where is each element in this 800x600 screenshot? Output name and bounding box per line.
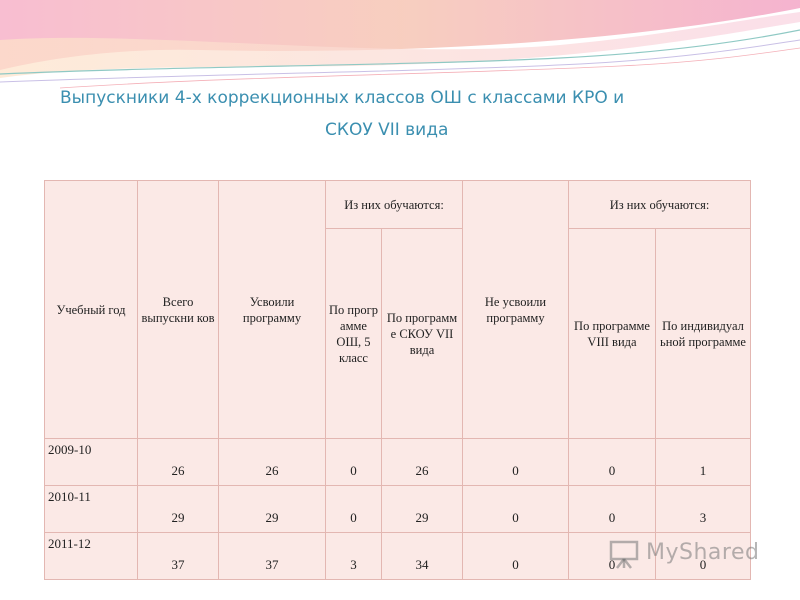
cell-year: 2009-10	[44, 438, 138, 486]
header-individual-program: По индивидуал ьной программе	[655, 228, 751, 439]
header-skou-vii: По программ е СКОУ VII вида	[381, 228, 463, 439]
page-title: Выпускники 4-х коррекционных классов ОШ …	[60, 82, 740, 146]
table-row: 2010-11 29 29 0 29 0 0 3	[44, 485, 751, 533]
cell-not-mastered: 0	[462, 438, 569, 486]
header-not-mastered: Не усвоили программу	[462, 180, 569, 439]
header-group-1: Из них обучаются:	[325, 180, 463, 229]
header-school-program: По прогр амме ОШ, 5 класс	[325, 228, 382, 439]
presentation-board-icon	[609, 540, 639, 569]
header-mastered: Усвоили программу	[218, 180, 326, 439]
cell-viii-program: 0	[568, 438, 656, 486]
graduates-table: Учебный год Всего выпускни ков Усвоили п…	[44, 180, 751, 580]
header-year: Учебный год	[44, 180, 138, 439]
header-group-2: Из них обучаются:	[568, 180, 751, 229]
cell-individual-program: 1	[655, 438, 751, 486]
cell-mastered: 29	[218, 485, 326, 533]
cell-total: 37	[137, 532, 219, 580]
cell-not-mastered: 0	[462, 485, 569, 533]
table-row: 2011-12 37 37 3 34 0 0 0	[44, 532, 751, 580]
cell-school-program: 3	[325, 532, 382, 580]
page-title-line-2: СКОУ VII вида	[325, 120, 449, 140]
cell-total: 29	[137, 485, 219, 533]
table-row: 2009-10 26 26 0 26 0 0 1	[44, 438, 751, 486]
cell-total: 26	[137, 438, 219, 486]
cell-individual-program: 3	[655, 485, 751, 533]
cell-viii-program: 0	[568, 485, 656, 533]
page-title-line-1: Выпускники 4-х коррекционных классов ОШ …	[60, 88, 625, 108]
cell-year: 2010-11	[44, 485, 138, 533]
cell-skou-vii: 34	[381, 532, 463, 580]
header-viii-program: По программе VIII вида	[568, 228, 656, 439]
cell-school-program: 0	[325, 438, 382, 486]
cell-mastered: 37	[218, 532, 326, 580]
cell-skou-vii: 29	[381, 485, 463, 533]
cell-year: 2011-12	[44, 532, 138, 580]
decorative-header-swoosh	[0, 0, 800, 89]
myshared-watermark: MyShared	[608, 536, 768, 572]
header-total-graduates: Всего выпускни ков	[137, 180, 219, 439]
cell-not-mastered: 0	[462, 532, 569, 580]
cell-skou-vii: 26	[381, 438, 463, 486]
cell-individual-program: 0	[655, 532, 751, 580]
cell-mastered: 26	[218, 438, 326, 486]
watermark-text: MyShared	[646, 540, 760, 565]
cell-school-program: 0	[325, 485, 382, 533]
